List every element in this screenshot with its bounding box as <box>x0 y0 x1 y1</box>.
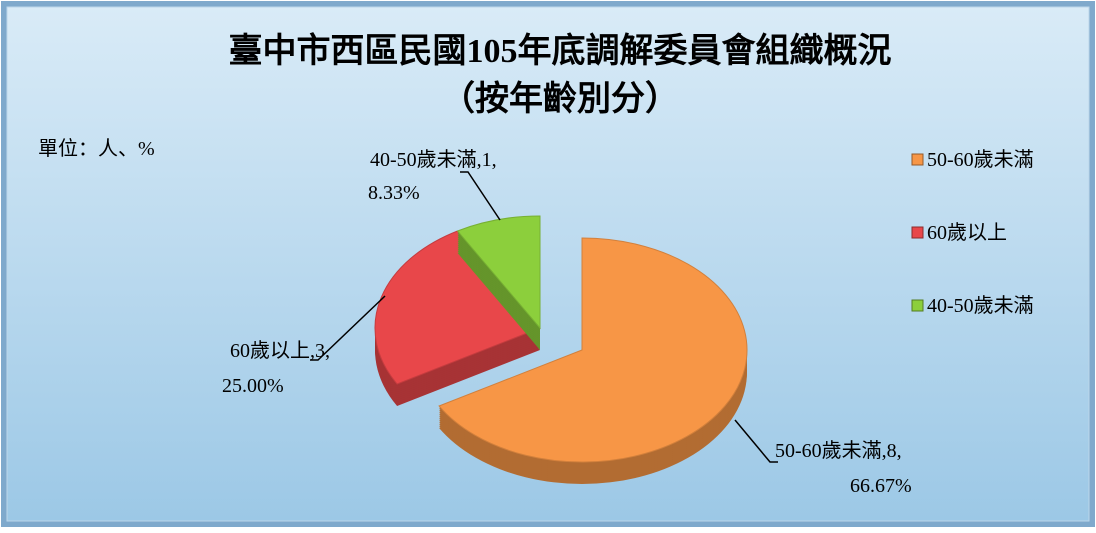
unit-note: 單位：人、% <box>38 137 155 160</box>
label-separator: , <box>897 440 902 462</box>
data-label-percent: 25.00% <box>222 375 284 397</box>
data-label: 60歲以上,3, <box>230 339 330 362</box>
slice <box>456 215 541 350</box>
legend-label: 50-60歲未滿 <box>927 148 1034 171</box>
label-separator: , <box>492 149 497 171</box>
legend-marker <box>911 299 924 312</box>
data-label: 40-50歲未滿,1, <box>370 148 497 171</box>
leader-line <box>734 419 778 463</box>
slice <box>374 230 541 406</box>
label-value: 1 <box>482 149 492 171</box>
label-separator: , <box>325 340 330 362</box>
data-label-percent: 66.67% <box>850 475 912 497</box>
label-separator: , <box>477 149 482 171</box>
label-separator: , <box>310 340 315 362</box>
chart-title: 臺中市西區民國105年底調解委員會組織概況 <box>229 31 892 70</box>
label-category: 40-50歲未滿 <box>370 148 477 171</box>
slice-top <box>456 215 541 330</box>
data-label-percent: 8.33% <box>368 182 420 204</box>
label-value: 8 <box>887 440 897 462</box>
legend-label: 40-50歲未滿 <box>927 294 1034 317</box>
chart-subtitle: （按年齡別分） <box>441 79 679 118</box>
slice <box>438 237 748 485</box>
leader-line <box>310 295 386 361</box>
data-label: 50-60歲未滿,8, <box>775 439 902 462</box>
legend-label: 60歲以上 <box>927 221 1007 244</box>
legend-marker <box>911 226 924 239</box>
legend-marker <box>911 153 924 166</box>
label-category: 50-60歲未滿 <box>775 439 882 462</box>
label-separator: , <box>882 440 887 462</box>
label-value: 3 <box>315 340 325 362</box>
label-category: 60歲以上 <box>230 339 310 362</box>
leader-line <box>460 171 501 221</box>
slice-top <box>438 237 748 463</box>
slice-top <box>374 230 541 385</box>
